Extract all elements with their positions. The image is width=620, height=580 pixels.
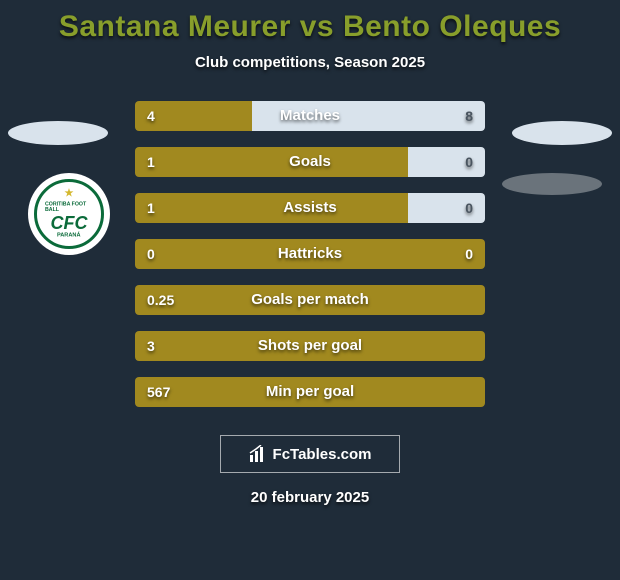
chart-icon xyxy=(249,445,269,463)
stat-row: Min per goal567 xyxy=(135,377,485,407)
club-text-bottom: PARANÁ xyxy=(57,233,81,239)
bars-container: Matches48Goals10Assists10Hattricks00Goal… xyxy=(135,101,485,423)
club-badge-left: ★ CORITIBA FOOT BALL CFC PARANÁ xyxy=(28,173,110,255)
subtitle: Club competitions, Season 2025 xyxy=(0,54,620,71)
club-badge-right-small xyxy=(502,173,602,195)
stat-row: Goals per match0.25 xyxy=(135,285,485,315)
stat-value-left: 0.25 xyxy=(135,285,186,315)
stat-label: Goals xyxy=(135,147,485,177)
stat-row: Matches4 8 xyxy=(135,101,485,131)
stat-label: Shots per goal xyxy=(135,331,485,361)
stat-value-left: 3 xyxy=(135,331,167,361)
stat-value-left: 4 xyxy=(135,101,167,131)
date-text: 20 february 2025 xyxy=(0,489,620,506)
stat-row: Goals1 0 xyxy=(135,147,485,177)
page-title: Santana Meurer vs Bento Oleques xyxy=(0,10,620,44)
star-icon: ★ xyxy=(65,189,74,199)
stat-row: Assists1 0 xyxy=(135,193,485,223)
stat-row: Hattricks0 0 xyxy=(135,239,485,269)
player-badge-right xyxy=(512,121,612,145)
club-cfc: CFC xyxy=(51,214,88,232)
stat-row: Shots per goal3 xyxy=(135,331,485,361)
club-text-top: CORITIBA FOOT BALL xyxy=(45,202,93,213)
stat-value-left: 567 xyxy=(135,377,182,407)
stat-value-right: 0 xyxy=(453,193,485,223)
stat-value-left: 0 xyxy=(135,239,167,269)
player-badge-left xyxy=(8,121,108,145)
stat-value-left: 1 xyxy=(135,193,167,223)
brand-logo: FcTables.com xyxy=(220,435,400,473)
stat-value-right: 0 xyxy=(453,147,485,177)
stat-label: Min per goal xyxy=(135,377,485,407)
comparison-arena: ★ CORITIBA FOOT BALL CFC PARANÁ Matches4… xyxy=(0,101,620,421)
stat-value-left: 1 xyxy=(135,147,167,177)
stat-label: Matches xyxy=(135,101,485,131)
infographic-root: Santana Meurer vs Bento Oleques Club com… xyxy=(0,0,620,580)
stat-label: Assists xyxy=(135,193,485,223)
stat-label: Goals per match xyxy=(135,285,485,315)
club-badge-inner: ★ CORITIBA FOOT BALL CFC PARANÁ xyxy=(34,179,104,249)
stat-value-right: 0 xyxy=(453,239,485,269)
stat-value-right: 8 xyxy=(453,101,485,131)
stat-label: Hattricks xyxy=(135,239,485,269)
brand-text: FcTables.com xyxy=(273,446,372,463)
